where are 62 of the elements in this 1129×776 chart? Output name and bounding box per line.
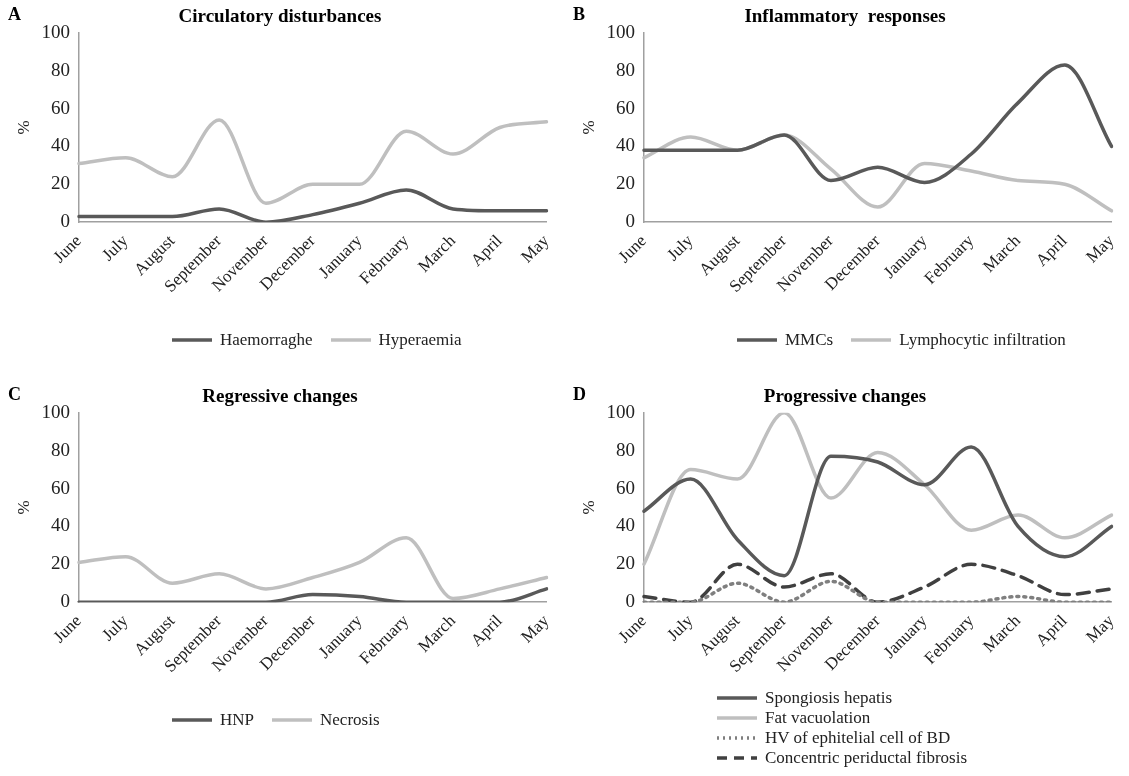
x-tick-label: July [663,610,698,645]
legend-label: HV of ephitelial cell of BD [765,728,951,748]
legend-label: Concentric periductal fibrosis [765,748,968,768]
legend-label: MMCs [785,330,834,350]
x-tick-label: July [98,610,133,645]
legend-label: Necrosis [320,710,380,730]
y-tick-label: 60 [50,96,70,118]
line-series [642,445,1114,578]
y-tick-label: 60 [615,96,635,118]
x-tick-label: July [663,230,698,265]
y-axis-title: % [13,120,33,135]
y-tick-label: 80 [50,58,70,80]
x-tick-label: May [1082,610,1118,647]
text: A [8,4,21,25]
x-tick-label: June [614,230,650,267]
y-tick-label: 0 [60,590,70,612]
text: D [573,384,586,405]
legend-label: Haemorraghe [220,330,313,350]
y-tick-label: 80 [615,58,635,80]
text: C [8,384,21,405]
y-tick-label: 20 [50,552,70,574]
legend-label: Lymphocytic infiltration [899,330,1066,350]
y-tick-label: 100 [606,20,635,42]
y-tick-label: 60 [615,476,635,498]
x-tick-label: June [49,230,85,267]
y-tick-label: 0 [625,210,635,232]
x-tick-label: June [614,610,650,647]
line-series [77,118,549,205]
y-tick-label: 100 [41,20,70,42]
legend-label: HNP [220,710,255,730]
chart-title: Progressive changes [763,385,927,407]
line-series [642,63,1114,185]
y-tick-label: 100 [606,400,635,422]
y-tick-label: 40 [615,514,635,536]
legend-label: Spongiosis hepatis [765,688,893,708]
legend-label: Fat vacuolation [765,708,871,728]
x-tick-label: July [98,230,133,265]
x-tick-label: May [1082,230,1118,267]
y-tick-label: 40 [615,134,635,156]
y-tick-label: 0 [60,210,70,232]
y-tick-label: 20 [615,552,635,574]
y-tick-label: 80 [615,438,635,460]
text: B [573,4,586,25]
y-axis-title: % [13,500,33,515]
y-axis-title: % [578,120,598,135]
y-tick-label: 40 [50,134,70,156]
y-tick-label: 40 [50,514,70,536]
y-tick-label: 80 [50,438,70,460]
x-tick-label: May [517,610,553,647]
x-tick-label: June [49,610,85,647]
chart-title: Regressive changes [202,385,358,407]
chart-title: Circulatory disturbances [178,5,382,27]
x-tick-label: May [517,230,553,267]
y-tick-label: 60 [50,476,70,498]
legend-label: Hyperaemia [378,330,462,350]
y-tick-label: 100 [41,400,70,422]
chart-title: Inflammatory responses [744,5,946,27]
y-tick-label: 20 [50,172,70,194]
y-tick-label: 20 [615,172,635,194]
y-tick-label: 0 [625,590,635,612]
line-series [642,412,1114,567]
y-axis-title: % [578,500,598,515]
